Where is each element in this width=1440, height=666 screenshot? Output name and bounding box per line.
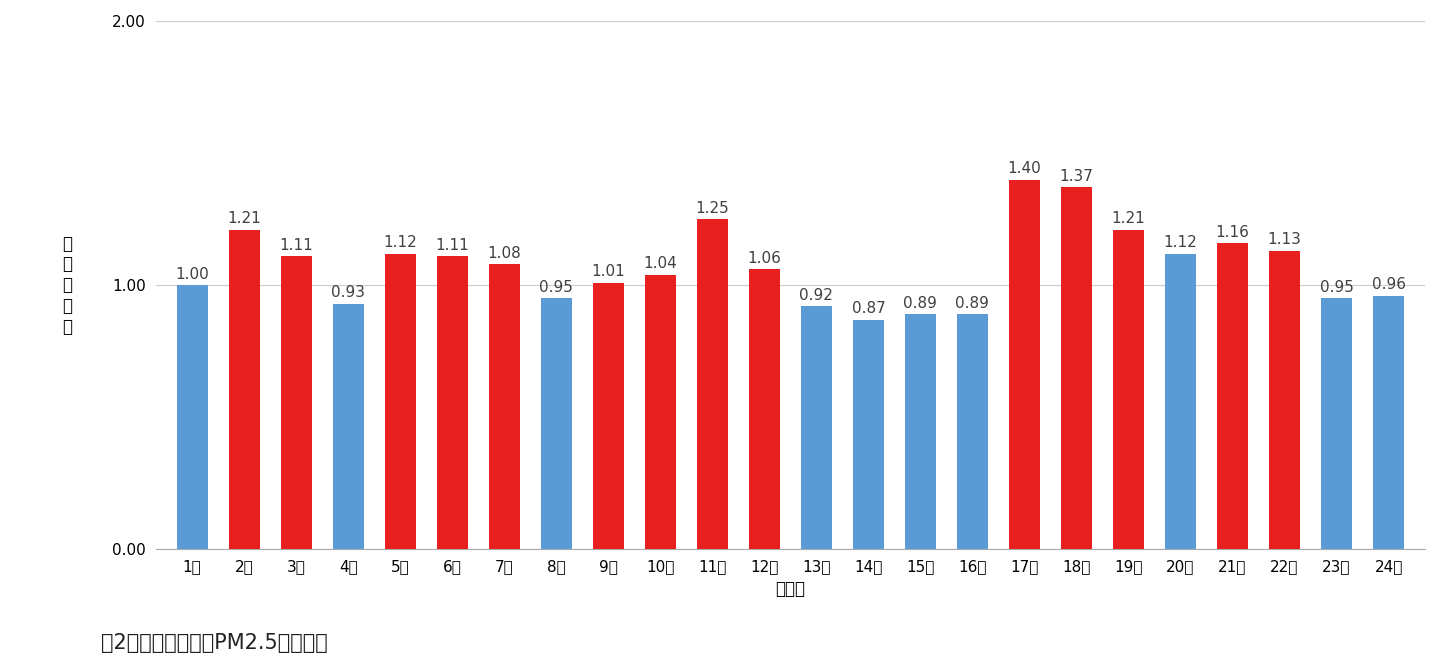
Bar bbox=[749, 269, 780, 549]
Text: 0.87: 0.87 bbox=[851, 301, 886, 316]
Text: 1.01: 1.01 bbox=[592, 264, 625, 279]
Text: 室
内
／
大
気: 室 内 ／ 大 気 bbox=[62, 234, 72, 336]
Bar bbox=[177, 285, 207, 549]
Text: 1.37: 1.37 bbox=[1060, 169, 1093, 184]
Text: 0.89: 0.89 bbox=[956, 296, 989, 311]
Text: 0.95: 0.95 bbox=[1319, 280, 1354, 295]
Bar bbox=[1061, 187, 1092, 549]
Text: 1.12: 1.12 bbox=[383, 235, 418, 250]
Bar bbox=[1372, 296, 1404, 549]
Text: 1.11: 1.11 bbox=[435, 238, 469, 252]
Text: 0.92: 0.92 bbox=[799, 288, 834, 303]
Text: 1.08: 1.08 bbox=[487, 246, 521, 260]
Bar bbox=[1009, 180, 1040, 549]
Bar bbox=[852, 320, 884, 549]
Text: 0.96: 0.96 bbox=[1371, 277, 1405, 292]
Bar bbox=[1320, 298, 1352, 549]
Text: 1.00: 1.00 bbox=[176, 267, 209, 282]
Text: 0.95: 0.95 bbox=[540, 280, 573, 295]
Text: 0.89: 0.89 bbox=[903, 296, 937, 311]
Bar bbox=[593, 282, 624, 549]
Bar bbox=[488, 264, 520, 549]
Bar bbox=[645, 274, 675, 549]
Bar bbox=[229, 230, 259, 549]
Bar bbox=[1217, 243, 1248, 549]
Text: 1.21: 1.21 bbox=[1112, 211, 1145, 226]
Bar bbox=[1113, 230, 1145, 549]
Bar bbox=[904, 314, 936, 549]
Text: 1.12: 1.12 bbox=[1164, 235, 1198, 250]
Text: 1.25: 1.25 bbox=[696, 200, 729, 216]
Bar bbox=[801, 306, 832, 549]
Text: 1.21: 1.21 bbox=[228, 211, 261, 226]
Bar bbox=[1165, 254, 1197, 549]
Text: 1.06: 1.06 bbox=[747, 251, 782, 266]
Bar bbox=[384, 254, 416, 549]
Text: 1.16: 1.16 bbox=[1215, 224, 1250, 240]
Bar bbox=[540, 298, 572, 549]
Text: 1.40: 1.40 bbox=[1008, 161, 1041, 176]
Text: 1.04: 1.04 bbox=[644, 256, 677, 271]
Bar bbox=[436, 256, 468, 549]
Text: 1.13: 1.13 bbox=[1267, 232, 1302, 248]
Bar bbox=[697, 219, 729, 549]
Bar bbox=[333, 304, 364, 549]
Bar bbox=[1269, 251, 1300, 549]
Bar bbox=[956, 314, 988, 549]
Text: 0.93: 0.93 bbox=[331, 285, 366, 300]
Bar bbox=[281, 256, 312, 549]
X-axis label: 時間帯: 時間帯 bbox=[775, 579, 805, 597]
Text: 1.11: 1.11 bbox=[279, 238, 312, 252]
Text: 囲2　室内と大気中PM2.5濃度の比: 囲2 室内と大気中PM2.5濃度の比 bbox=[101, 633, 327, 653]
